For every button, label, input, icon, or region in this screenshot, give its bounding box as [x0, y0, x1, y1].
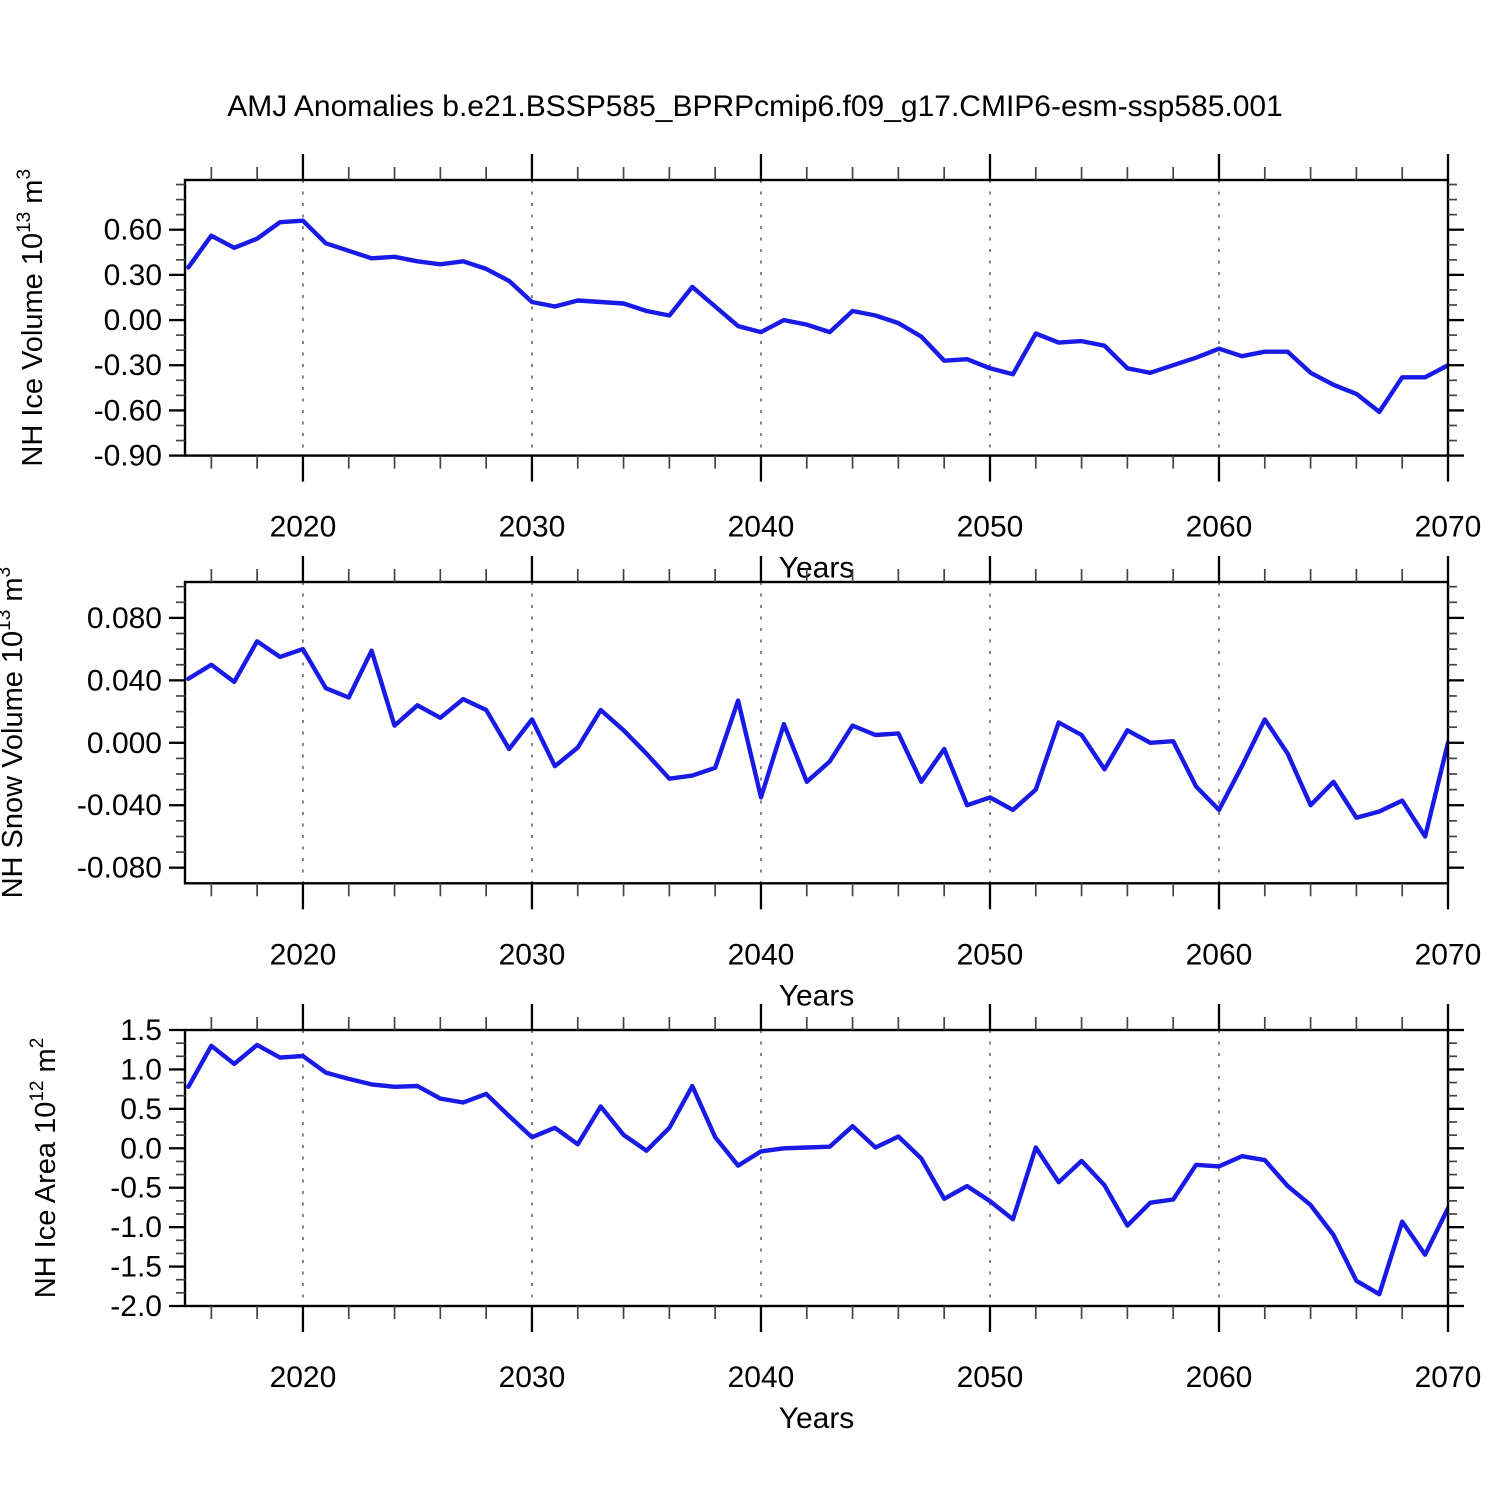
nh-ice-volume-series-line [186, 218, 1448, 415]
nh-ice-volume-xtick-label: 2020 [270, 511, 337, 544]
panel-nh-snow-volume: 2020 2030 2040 2050 2060 2070 0.080 0.040 0.000 -… [0, 556, 1481, 1012]
panel-nh-ice-volume: 2020 2030 2040 2050 2060 2070 0.60 0.30 0.00 -0.3… [14, 154, 1481, 585]
nh-snow-volume-xtick-label: 2070 [1415, 938, 1482, 971]
nh-ice-volume-axes-box [183, 178, 1450, 457]
nh-ice-volume-xtick-label: 2040 [728, 511, 795, 544]
nh-ice-area-ytick-label: -2.0 [110, 1290, 162, 1323]
nh-ice-volume-ytick-label: -0.30 [94, 349, 162, 382]
nh-ice-volume-ytick-label: -0.90 [94, 440, 162, 473]
nh-ice-area-ytick-label: -1.5 [110, 1251, 162, 1284]
nh-ice-area-ticks [169, 1004, 1464, 1332]
nh-ice-area-xtick-label: 2040 [728, 1361, 795, 1394]
nh-snow-volume-xtick-label: 2040 [728, 938, 795, 971]
nh-snow-volume-ytick-label: 0.040 [87, 664, 162, 697]
nh-ice-area-xtick-label: 2030 [499, 1361, 566, 1394]
nh-snow-volume-xtick-label: 2050 [957, 938, 1024, 971]
nh-ice-area-ytick-label: -0.5 [110, 1172, 162, 1205]
nh-snow-volume-axes-box [183, 580, 1450, 885]
figure-title: AMJ Anomalies b.e21.BSSP585_BPRPcmip6.f0… [227, 90, 1283, 123]
nh-snow-volume-ytick-label: 0.000 [87, 727, 162, 760]
nh-ice-area-ytick-label: -1.0 [110, 1211, 162, 1244]
nh-ice-area-ylabel: NH Ice Area 1012 m2 [27, 1038, 62, 1299]
nh-ice-area-ytick-label: 1.0 [120, 1053, 162, 1086]
nh-ice-area-ytick-label: 0.5 [120, 1093, 162, 1126]
nh-snow-volume-ytick-label: -0.040 [77, 789, 162, 822]
nh-ice-volume-xtick-label: 2070 [1415, 511, 1482, 544]
nh-ice-area-axes-box [183, 1028, 1450, 1308]
nh-snow-volume-ytick-label: -0.080 [77, 852, 162, 885]
nh-ice-volume-ytick-label: 0.00 [104, 304, 162, 337]
nh-ice-volume-ytick-label: -0.60 [94, 394, 162, 427]
nh-ice-area-xtick-label: 2070 [1415, 1361, 1482, 1394]
nh-ice-volume-ylabel: NH Ice Volume 1013 m3 [14, 169, 49, 467]
nh-snow-volume-series-line [186, 639, 1448, 839]
nh-ice-volume-xtick-label: 2030 [499, 511, 566, 544]
nh-ice-area-ytick-label: 1.5 [120, 1014, 162, 1047]
nh-ice-area-xlabel: Years [779, 1402, 855, 1435]
nh-ice-area-series-line [186, 1042, 1448, 1297]
nh-ice-volume-xtick-label: 2050 [957, 511, 1024, 544]
nh-ice-volume-ticks [169, 154, 1464, 482]
nh-ice-volume-xtick-label: 2060 [1186, 511, 1253, 544]
nh-ice-volume-xlabel: Years [779, 552, 855, 585]
nh-snow-volume-xtick-label: 2060 [1186, 938, 1253, 971]
nh-snow-volume-ylabel: NH Snow Volume 1013 m3 [0, 567, 29, 899]
nh-snow-volume-xtick-label: 2020 [270, 938, 337, 971]
nh-snow-volume-xlabel: Years [779, 979, 855, 1012]
nh-ice-volume-ytick-label: 0.30 [104, 259, 162, 292]
nh-snow-volume-ytick-label: 0.080 [87, 602, 162, 635]
nh-snow-volume-xtick-label: 2030 [499, 938, 566, 971]
panel-nh-ice-area: 2020 2030 2040 2050 2060 2070 1.5 1.0 0.5 0.0 -0.5… [27, 1004, 1481, 1435]
nh-ice-area-xtick-label: 2020 [270, 1361, 337, 1394]
nh-snow-volume-ticks [169, 556, 1464, 910]
nh-ice-volume-ytick-label: 0.60 [104, 214, 162, 247]
nh-ice-area-ytick-label: 0.0 [120, 1132, 162, 1165]
nh-ice-area-xtick-label: 2050 [957, 1361, 1024, 1394]
nh-ice-area-xtick-label: 2060 [1186, 1361, 1253, 1394]
